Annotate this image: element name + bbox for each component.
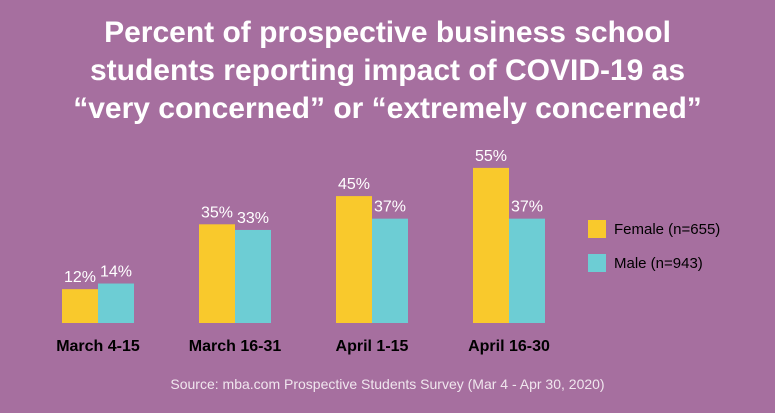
bar-male-4 — [509, 218, 545, 323]
category-label-2: March 16-31 — [189, 338, 282, 355]
value-label-male-4: 37% — [511, 199, 543, 216]
bar-female-1 — [62, 289, 98, 323]
chart-title-line-1: Percent of prospective business school — [104, 16, 671, 49]
legend-swatch-female — [588, 220, 606, 238]
bar-female-3 — [336, 196, 372, 323]
value-label-female-3: 45% — [338, 176, 370, 193]
legend-label-male: Male (n=943) — [614, 255, 703, 272]
source-note: Source: mba.com Prospective Students Sur… — [170, 376, 605, 392]
chart-title: Percent of prospective business school s… — [0, 14, 775, 128]
bar-male-3 — [372, 218, 408, 323]
legend-swatch-male — [588, 254, 606, 272]
bar-female-4 — [473, 167, 509, 323]
value-label-male-2: 33% — [237, 210, 269, 227]
chart-title-line-3: “very concerned” or “extremely concerned… — [73, 92, 702, 125]
chart-title-line-2: students reporting impact of COVID-19 as — [89, 54, 686, 87]
bar-female-2 — [199, 224, 235, 323]
bar-male-2 — [235, 229, 271, 323]
legend-label-female: Female (n=655) — [614, 221, 720, 238]
category-label-3: April 1-15 — [336, 338, 409, 355]
category-label-4: April 16-30 — [468, 338, 550, 355]
value-label-male-3: 37% — [374, 199, 406, 216]
value-label-female-1: 12% — [64, 269, 96, 286]
value-label-female-2: 35% — [201, 204, 233, 221]
category-label-1: March 4-15 — [56, 338, 140, 355]
value-label-female-4: 55% — [475, 148, 507, 165]
value-label-male-1: 14% — [100, 264, 132, 281]
bar-male-1 — [98, 283, 134, 323]
